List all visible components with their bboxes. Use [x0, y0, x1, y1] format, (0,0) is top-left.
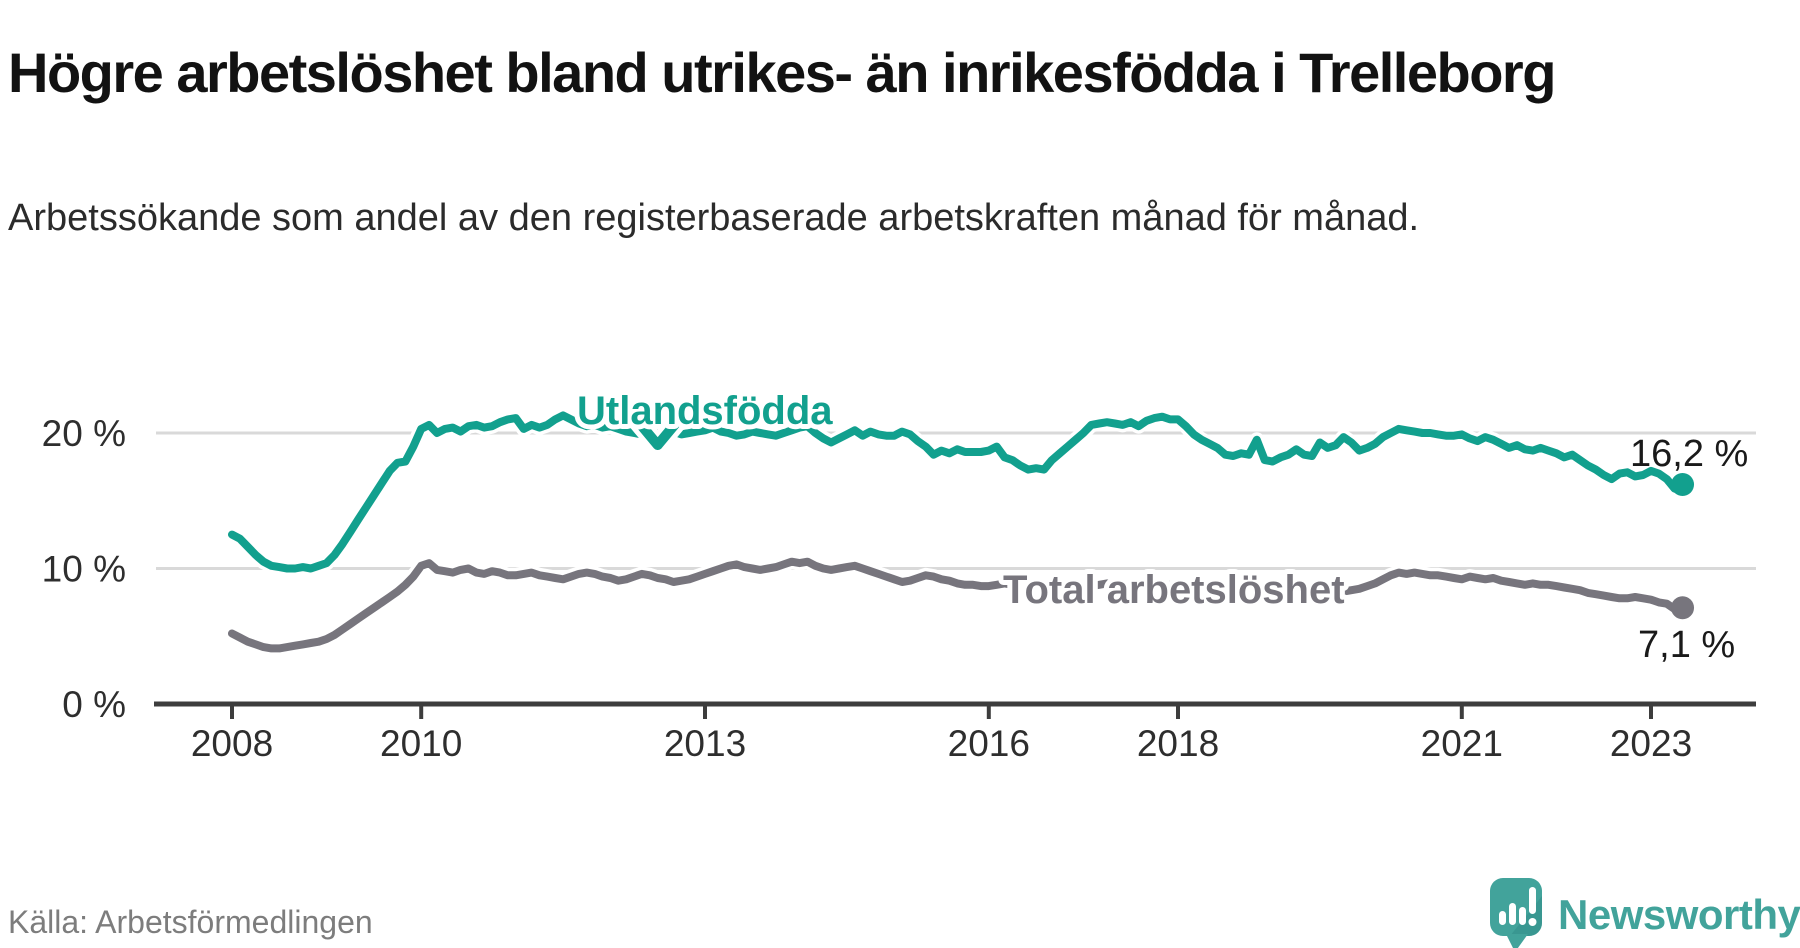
newsworthy-wordmark: Newsworthy — [1558, 891, 1800, 938]
logo-bar-chart-glyph — [1499, 887, 1537, 926]
x-tick-label: 2013 — [664, 723, 746, 764]
y-tick-label: 20 % — [42, 413, 126, 454]
newsworthy-logo: Newsworthy — [1488, 876, 1800, 948]
x-tick-label: 2021 — [1421, 723, 1503, 764]
logo-bubble-tail — [1506, 934, 1528, 948]
newsworthy-speech-bubble-icon — [1490, 878, 1542, 948]
series-end-dot-total — [1671, 596, 1695, 620]
x-tick-label: 2023 — [1610, 723, 1692, 764]
chart-subtitle: Arbetssökande som andel av den registerb… — [8, 197, 1420, 239]
source-note: Källa: Arbetsförmedlingen — [8, 904, 373, 940]
x-tick-label: 2008 — [191, 723, 273, 764]
end-value-label-utlandsfodda: 16,2 % — [1630, 433, 1748, 475]
page-title: Högre arbetslöshet bland utrikes- än inr… — [8, 40, 1556, 104]
end-value-label-total: 7,1 % — [1638, 624, 1735, 666]
y-tick-label: 10 % — [42, 549, 126, 590]
series-line-total — [228, 557, 1687, 653]
series-end-dot-utlandsfodda — [1671, 472, 1695, 496]
series-line-utlandsfodda — [228, 411, 1687, 573]
label-caret-icon — [632, 416, 683, 450]
x-tick-label: 2016 — [948, 723, 1030, 764]
x-tick-label: 2018 — [1137, 723, 1219, 764]
series-label-utlandsfodda: Utlandsfödda — [577, 389, 833, 433]
series-label-total: Total arbetslöshet — [1003, 568, 1345, 612]
x-tick-label: 2010 — [380, 723, 462, 764]
y-tick-label: 0 % — [62, 684, 126, 725]
